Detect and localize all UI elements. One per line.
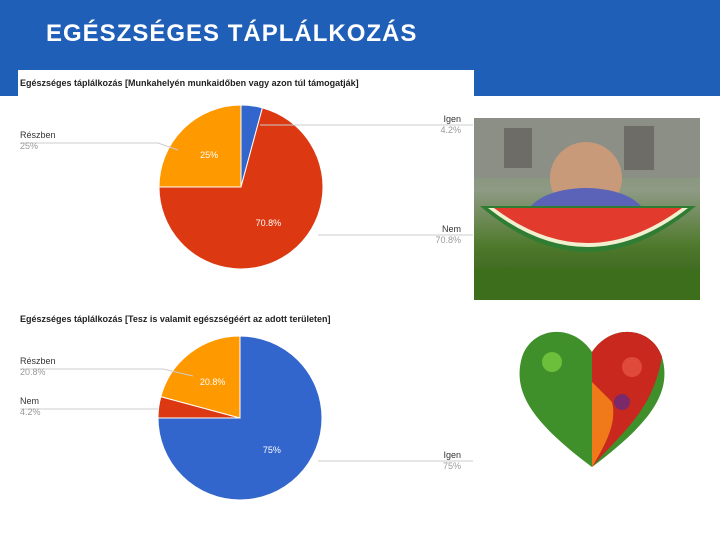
chart-2-title: Egészséges táplálkozás [Tesz is valamit … [20,314,331,324]
pie-1-legend-name-igen: Igen [443,114,461,124]
pie-2-legend-name-igen: Igen [443,450,461,460]
pie-1-inner-label-nem: 70.8% [256,218,282,228]
slide-title: EGÉSZSÉGES TÁPLÁLKOZÁS [46,20,418,47]
baby-watermelon-photo [474,118,700,300]
pie-chart-2: Egészséges táplálkozás [Tesz is valamit … [18,306,474,516]
pie-1-legend-pct-igen: 4.2% [440,125,461,135]
pie-1-callout-line-részben [20,142,179,151]
pie-2-legend-pct-igen: 75% [443,461,461,471]
pie-2-inner-label-részben: 20.8% [200,377,226,387]
pie-2-legend-pct-részben: 20.8% [20,367,46,377]
pie-1-slice-nem [158,107,324,270]
pie-2-legend-name-részben: Részben [20,356,56,366]
pie-2-inner-label-igen: 75% [263,445,281,455]
pie-2-slice-részben [160,335,241,419]
vegetable-heart-photo [512,322,672,472]
pie-2-legend-name-nem: Nem [20,396,39,406]
baby-watermelon-illustration [474,118,700,300]
pie-1-legend-pct-nem: 70.8% [435,235,461,245]
pie-1-slice-részben [158,104,242,188]
pie-chart-1: Egészséges táplálkozás [Munkahelyén munk… [18,70,474,298]
pie-2-callout-line-részben [20,368,194,377]
pie-2-slice-igen [157,335,323,501]
chart-1-title: Egészséges táplálkozás [Munkahelyén munk… [20,78,359,88]
pie-2-legend-pct-nem: 4.2% [20,407,41,417]
pie-1-inner-label-részben: 25% [200,150,218,160]
vegetable-heart-illustration [519,331,665,467]
pie-1-legend-pct-részben: 25% [20,141,38,151]
pie-1-legend-name-részben: Részben [20,130,56,140]
pie-1-legend-name-nem: Nem [442,224,461,234]
